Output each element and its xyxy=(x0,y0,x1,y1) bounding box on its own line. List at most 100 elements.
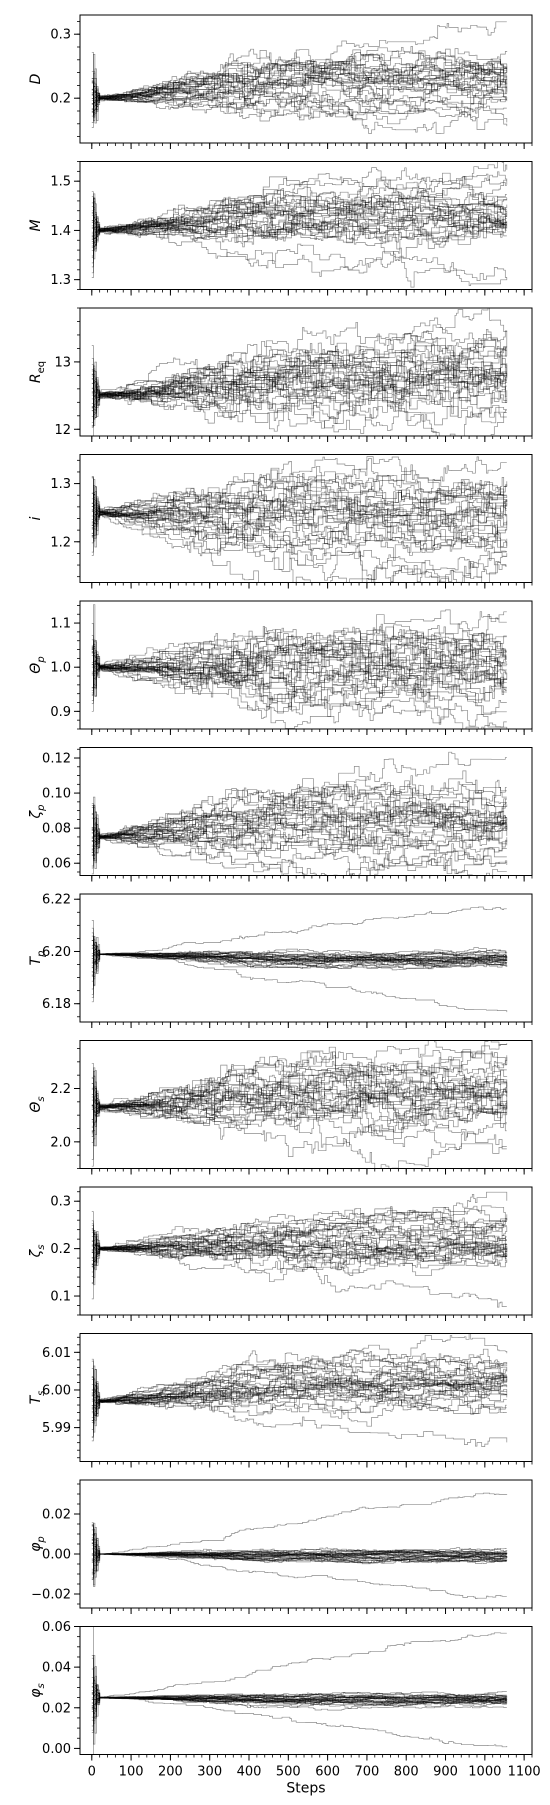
walker-trace-5 xyxy=(91,357,508,428)
walker-trace-28 xyxy=(91,1552,507,1561)
walker-trace-12 xyxy=(91,1107,507,1167)
walker-trace-25 xyxy=(91,1088,507,1140)
y-tick-label: 0.2 xyxy=(50,1242,71,1257)
walker-trace-30 xyxy=(91,358,507,411)
walker-trace-27 xyxy=(91,630,508,694)
walker-traces xyxy=(91,751,508,876)
walker-trace-24 xyxy=(91,949,507,974)
walker-trace-21 xyxy=(91,1089,508,1137)
walker-trace-31 xyxy=(91,193,507,274)
walker-trace-11 xyxy=(91,1371,508,1423)
y-tick-label: 0.02 xyxy=(42,1701,71,1716)
walker-trace-26 xyxy=(91,321,508,399)
walker-trace-17 xyxy=(91,355,508,405)
panel-1: 0.2 0.3 D xyxy=(28,14,533,149)
walker-trace-17 xyxy=(91,1365,507,1411)
walker-trace-16 xyxy=(91,782,507,840)
y-tick-label: 2.2 xyxy=(50,1082,71,1097)
walker-trace-15 xyxy=(91,202,507,250)
walker-traces xyxy=(91,1333,508,1447)
walker-trace-19 xyxy=(91,342,507,408)
walker-trace-31 xyxy=(91,1348,508,1413)
walker-trace-10 xyxy=(91,630,507,682)
walker-trace-7 xyxy=(91,1369,507,1442)
walker-trace-17 xyxy=(91,1529,508,1580)
y-axis-label: i xyxy=(28,516,44,520)
walker-trace-5 xyxy=(91,1080,508,1131)
walker-trace-32 xyxy=(91,477,507,583)
y-tick-label: 6.20 xyxy=(42,945,71,960)
walker-trace-26 xyxy=(91,945,507,965)
walker-trace-5 xyxy=(91,1523,507,1586)
walker-trace-11 xyxy=(91,1655,507,1713)
walker-trace-3 xyxy=(91,1677,507,1702)
y-tick-label: 13 xyxy=(54,355,71,370)
walker-trace-8 xyxy=(91,362,507,408)
walker-trace-12 xyxy=(91,207,507,259)
walker-trace-18 xyxy=(91,1238,507,1272)
walker-trace-11 xyxy=(91,604,507,694)
panel-10: 5.99 6.00 6.01 Ts xyxy=(28,1333,533,1468)
walker-trace-29 xyxy=(91,62,508,115)
walker-trace-3 xyxy=(91,1391,507,1421)
walker-trace-24 xyxy=(91,502,507,566)
walker-trace-16 xyxy=(91,356,508,413)
walker-trace-5 xyxy=(91,1368,507,1416)
x-tick-label: 400 xyxy=(237,1765,262,1780)
walker-trace-22 xyxy=(91,1217,507,1271)
walker-trace-27 xyxy=(91,1692,508,1709)
y-axis-label: Tp xyxy=(28,951,47,966)
walker-trace-28 xyxy=(91,1046,508,1106)
walker-trace-13 xyxy=(91,1684,507,1719)
y-tick-label: 1.2 xyxy=(50,535,71,550)
walker-trace-21 xyxy=(91,766,508,862)
walker-trace-13 xyxy=(91,481,508,525)
walker-trace-2 xyxy=(91,197,507,281)
walker-trace-3 xyxy=(91,1081,507,1120)
walker-trace-22 xyxy=(91,643,507,716)
walker-trace-15 xyxy=(91,1078,507,1143)
panel-4: 1.2 1.3 i xyxy=(28,454,533,589)
walker-trace-26 xyxy=(91,507,508,553)
x-tick-label: 1100 xyxy=(508,1765,541,1780)
walker-trace-14 xyxy=(91,1358,507,1416)
walker-trace-7 xyxy=(91,920,507,961)
walker-trace-3 xyxy=(91,332,507,414)
walker-trace-30 xyxy=(91,936,508,970)
walker-trace-27 xyxy=(91,1355,507,1420)
walker-trace-24 xyxy=(91,1380,507,1408)
walker-trace-20 xyxy=(91,347,507,417)
walker-trace-6 xyxy=(91,1360,507,1438)
walker-trace-29 xyxy=(91,943,507,968)
panel-frame xyxy=(79,14,533,144)
walker-trace-28 xyxy=(91,790,507,855)
walker-trace-28 xyxy=(91,626,507,679)
panel-8: 2.0 2.2Θs xyxy=(28,1040,533,1175)
walker-trace-20 xyxy=(91,75,507,121)
walker-trace-32 xyxy=(91,770,507,853)
walker-trace-27 xyxy=(91,813,507,875)
x-tick-label: 900 xyxy=(433,1765,458,1780)
x-tick-label: 300 xyxy=(197,1765,222,1780)
walker-trace-4 xyxy=(91,492,507,549)
walker-trace-14 xyxy=(91,467,507,556)
walker-trace-12 xyxy=(91,498,508,536)
walker-trace-26 xyxy=(91,1550,508,1579)
walker-trace-5 xyxy=(91,942,507,987)
walker-trace-24 xyxy=(91,167,508,239)
walker-trace-20 xyxy=(91,1534,507,1563)
walker-trace-17 xyxy=(91,804,508,850)
walker-trace-11 xyxy=(91,1062,507,1127)
walker-trace-17 xyxy=(91,510,508,556)
walker-trace-32 xyxy=(91,643,507,701)
y-axis-label: Ts xyxy=(28,1391,47,1405)
walker-trace-4 xyxy=(91,1078,508,1120)
walker-trace-5 xyxy=(91,1694,508,1711)
x-tick-label: 1000 xyxy=(468,1765,501,1780)
walker-trace-25 xyxy=(91,1245,507,1271)
walker-trace-19 xyxy=(91,1525,507,1556)
walker-trace-5 xyxy=(91,476,507,522)
walker-trace-26 xyxy=(91,1094,508,1125)
walker-trace-18 xyxy=(91,494,508,555)
y-tick-label: 1.0 xyxy=(50,661,71,676)
